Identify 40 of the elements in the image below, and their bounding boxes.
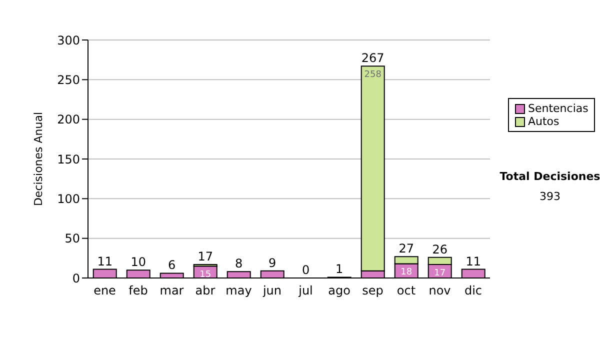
x-tick-label: ene <box>94 284 116 298</box>
y-tick-label: 250 <box>57 72 80 87</box>
text: 393 <box>538 190 562 203</box>
x-tick-label: mar <box>160 284 184 298</box>
y-tick-label: 200 <box>57 112 80 127</box>
total-label: 267 <box>361 51 384 66</box>
x-tick-label: feb <box>128 284 148 298</box>
x-tick-label: dic <box>464 284 482 298</box>
total-label: 8 <box>235 256 243 271</box>
y-axis-title: Decisiones Anual <box>32 112 45 206</box>
y-tick-label: 150 <box>57 152 80 166</box>
total-label: 11 <box>466 254 481 268</box>
x-tick-label: abr <box>195 284 216 298</box>
total-label: 27 <box>398 242 414 256</box>
y-tick-label: 0 <box>72 271 80 286</box>
data-label: 17 <box>434 268 446 279</box>
y-tick-label: 300 <box>57 33 80 48</box>
total-label: 11 <box>97 254 112 268</box>
x-tick-label: jul <box>298 284 313 298</box>
x-tick-label: ago <box>328 284 350 298</box>
x-tick-label: nov <box>428 284 451 298</box>
total-label: 10 <box>130 255 146 270</box>
y-tick-label: 50 <box>64 232 80 246</box>
legend-label: Autos <box>528 115 560 128</box>
data-label: 258 <box>364 70 382 80</box>
total-label: 6 <box>168 258 176 272</box>
x-tick-label: may <box>226 284 252 298</box>
x-tick-label: sep <box>362 284 384 298</box>
x-tick-label: oct <box>396 284 416 298</box>
legend-label: Sentencias <box>528 102 588 115</box>
x-tick-label: jun <box>262 284 282 298</box>
total-label: 17 <box>198 250 213 264</box>
total-label: 0 <box>302 263 310 277</box>
total-label: 26 <box>432 242 448 256</box>
y-tick-label: 100 <box>57 192 80 206</box>
data-label: 18 <box>400 268 412 278</box>
text: Total Decisiones <box>498 170 600 183</box>
total-label: 9 <box>268 256 276 270</box>
data-label: 15 <box>200 270 212 280</box>
total-label: 1 <box>336 262 344 276</box>
